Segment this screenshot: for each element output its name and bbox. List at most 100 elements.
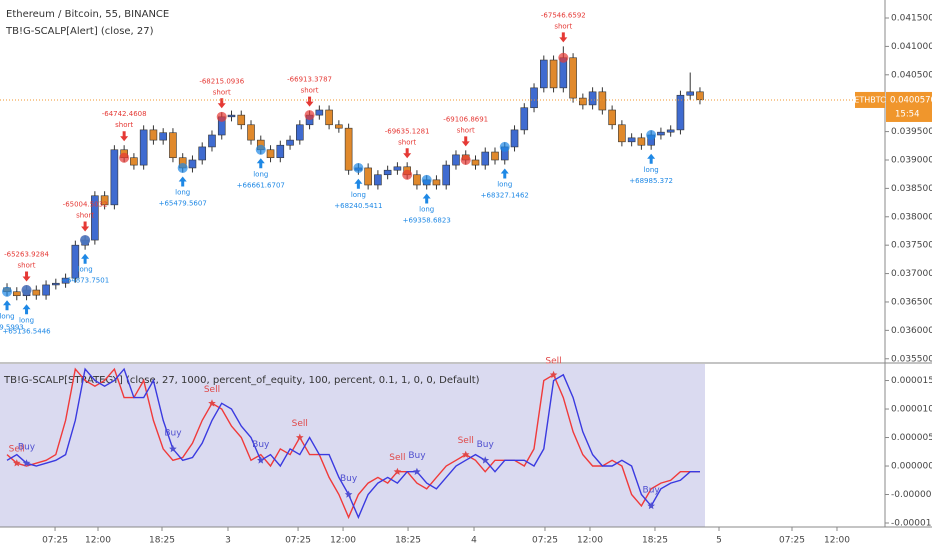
signal-dot [460, 154, 471, 165]
y-tick-label: 0.04150000 [891, 14, 932, 24]
candle-body [657, 131, 665, 136]
signal-star [344, 490, 353, 498]
candle-body [637, 137, 646, 146]
candle-body [364, 167, 372, 186]
long-arrow [354, 178, 363, 189]
signal-text: Sell [458, 436, 474, 446]
long-text: long [351, 191, 366, 199]
candle-body [393, 166, 402, 171]
x-tick-label: 18:25 [642, 536, 668, 546]
short-arrow [22, 271, 31, 282]
x-tick-label: 5 [716, 536, 722, 546]
short-text: short [398, 138, 416, 146]
signal-dot [646, 129, 657, 140]
strategy-background [0, 364, 705, 527]
candle-body [276, 144, 285, 159]
short-label: -68215.0936 [199, 77, 244, 85]
short-arrow [305, 96, 314, 107]
short-arrow [559, 32, 568, 43]
y-tick-label: -0.00000500 [891, 490, 932, 500]
signal-text: Buy [340, 474, 358, 484]
candle-body [52, 282, 60, 286]
signal-star [413, 467, 421, 475]
short-text: short [76, 212, 94, 220]
signal-star [647, 501, 655, 510]
short-label: -67546.6592 [541, 11, 586, 19]
candle-body [569, 57, 577, 99]
long-text: long [78, 266, 93, 274]
candle-body [696, 91, 704, 101]
long-arrow [3, 300, 12, 311]
candle-body [227, 114, 236, 118]
signal-text: Sell [545, 356, 561, 366]
candle-body [588, 91, 597, 106]
candle-body [325, 109, 333, 126]
candle-body [481, 151, 490, 166]
signal-star [393, 467, 402, 475]
x-tick-label: 18:25 [149, 536, 175, 546]
short-text: short [115, 121, 133, 129]
y-tick-label: 0.00001000 [891, 405, 932, 415]
signal-dot [402, 169, 413, 180]
short-label: -66913.3787 [287, 76, 332, 84]
candle-body [100, 195, 109, 206]
long-arrow [81, 253, 90, 264]
long-text: long [497, 181, 512, 189]
y-tick-label: 0.04050000 [891, 70, 932, 80]
signal-star [13, 459, 21, 467]
candle-body [579, 97, 587, 106]
short-arrow [403, 148, 412, 159]
candle-body [130, 157, 138, 166]
short-label: -69635.1281 [385, 127, 430, 135]
x-tick-label: 12:00 [824, 536, 850, 546]
x-tick-label: 12:00 [577, 536, 603, 546]
short-text: short [457, 126, 475, 134]
candle-body [442, 164, 451, 186]
short-arrow [120, 131, 129, 142]
short-arrow [217, 98, 226, 109]
candle-body [208, 134, 216, 148]
y-tick-label: 0.03850000 [891, 184, 932, 194]
candle-body [686, 91, 694, 96]
long-label: +64873.7501 [61, 277, 109, 285]
long-label: 719.5993 [0, 323, 24, 331]
short-text: short [301, 87, 319, 95]
long-text: long [0, 312, 15, 320]
candle-body [618, 124, 626, 143]
x-tick-label: 07:25 [532, 536, 558, 546]
x-tick-label: 07:25 [285, 536, 311, 546]
signal-star [22, 459, 31, 467]
candle-body [666, 129, 675, 133]
chart-title: Ethereum / Bitcoin, 55, BINANCE [6, 9, 169, 20]
short-label: -65263.9284 [4, 250, 49, 258]
candle-body [335, 124, 343, 129]
long-label: +65479.5607 [159, 199, 207, 207]
candle-body [432, 179, 441, 186]
signal-text: Sell [204, 385, 220, 395]
signal-text: Buy [408, 451, 426, 461]
candle-body [344, 127, 353, 171]
signal-text: Buy [252, 440, 270, 450]
long-arrow [500, 168, 509, 179]
y-tick-label: 0.00000000 [891, 462, 932, 472]
price-tag-text: 0.04005700 [890, 95, 932, 105]
signal-dot [558, 52, 569, 63]
x-tick-label: 07:25 [779, 536, 805, 546]
candle-body [169, 132, 177, 159]
short-arrow [81, 221, 90, 232]
signal-dot [304, 110, 315, 121]
long-text: long [419, 206, 434, 214]
candle-body [110, 149, 119, 206]
long-label: +68240.5411 [334, 202, 382, 210]
x-tick-label: 12:00 [330, 536, 356, 546]
y-tick-label: 0.04100000 [891, 42, 932, 52]
y-tick-label: 0.00001500 [891, 376, 932, 386]
signal-dot [21, 285, 32, 296]
candle-body [520, 107, 529, 131]
y-tick-label: 0.03950000 [891, 127, 932, 137]
candle-body [198, 146, 207, 161]
long-label: +66661.6707 [237, 181, 285, 189]
signal-text: Buy [164, 428, 182, 438]
signal-star [461, 450, 470, 458]
